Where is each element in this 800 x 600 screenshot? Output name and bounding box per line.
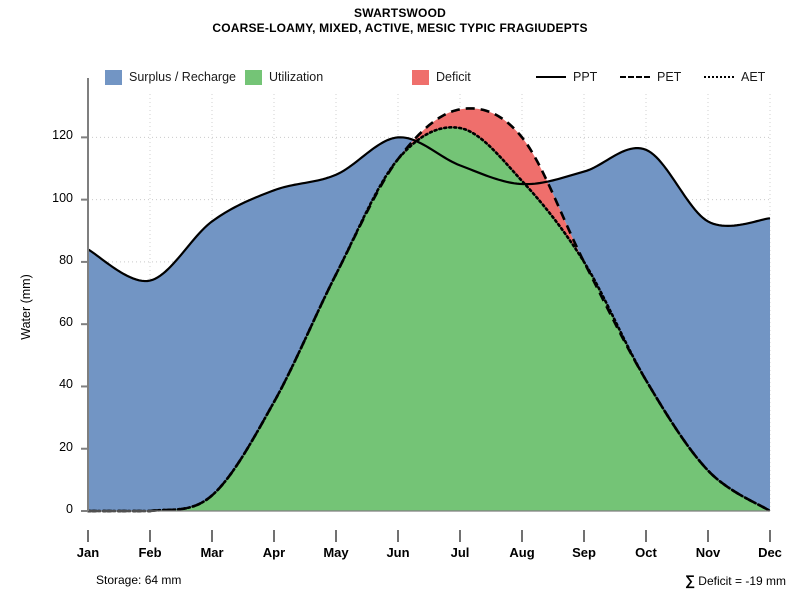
y-tick-label: 60 — [59, 315, 73, 330]
x-tick-label-jul: Jul — [450, 545, 470, 560]
legend-label-surplus-recharge: Surplus / Recharge — [129, 70, 237, 84]
legend-label-ppt: PPT — [573, 70, 598, 84]
legend-label-deficit: Deficit — [436, 70, 471, 84]
x-tick-label-jun: Jun — [386, 545, 410, 560]
legend-line-aet-icon — [704, 70, 734, 84]
x-tick-label-dec: Dec — [758, 545, 782, 560]
legend-item-surplus-recharge: Surplus / Recharge — [105, 66, 236, 88]
x-tick-label-mar: Mar — [200, 545, 224, 560]
legend-item-ppt: PPT — [536, 66, 597, 88]
x-tick-label-apr: Apr — [262, 545, 286, 560]
sigma-icon: ∑ — [684, 572, 695, 588]
x-tick-label-may: May — [323, 545, 349, 560]
x-tick-label-sep: Sep — [572, 545, 596, 560]
legend-label-aet: AET — [741, 70, 766, 84]
y-tick-label: 100 — [52, 190, 73, 205]
legend-swatch-utilization — [245, 69, 262, 85]
deficit-annotation: ∑ Deficit = -19 mm — [685, 572, 786, 588]
legend-item-utilization: Utilization — [245, 66, 323, 88]
chart-title: SWARTSWOOD COARSE-LOAMY, MIXED, ACTIVE, … — [0, 6, 800, 36]
title-line-1: SWARTSWOOD — [354, 6, 446, 20]
legend-line-ppt-icon — [536, 70, 566, 84]
x-tick-label-nov: Nov — [695, 545, 721, 560]
deficit-annotation-text: Deficit = -19 mm — [694, 574, 786, 588]
y-tick-label: 0 — [66, 502, 73, 516]
storage-annotation: Storage: 64 mm — [96, 573, 182, 587]
legend-line-pet-icon — [620, 70, 650, 84]
x-tick-label-jan: Jan — [76, 545, 100, 560]
legend-item-deficit: Deficit — [412, 66, 471, 88]
chart-legend: Surplus / Recharge Utilization Deficit P… — [0, 66, 800, 88]
legend-label-pet: PET — [657, 70, 682, 84]
x-tick-label-oct: Oct — [635, 545, 657, 560]
y-tick-label: 120 — [52, 128, 73, 143]
y-tick-label: 40 — [59, 377, 73, 392]
title-line-2: COARSE-LOAMY, MIXED, ACTIVE, MESIC TYPIC… — [212, 21, 588, 35]
y-tick-label: 80 — [59, 252, 73, 267]
x-tick-label-aug: Aug — [509, 545, 535, 560]
legend-item-pet: PET — [620, 66, 681, 88]
legend-swatch-deficit — [412, 69, 429, 85]
legend-item-aet: AET — [704, 66, 765, 88]
legend-label-utilization: Utilization — [269, 70, 324, 84]
y-tick-label: 20 — [59, 439, 73, 454]
x-tick-label-feb: Feb — [138, 545, 162, 560]
legend-swatch-surplus-recharge — [105, 69, 122, 85]
